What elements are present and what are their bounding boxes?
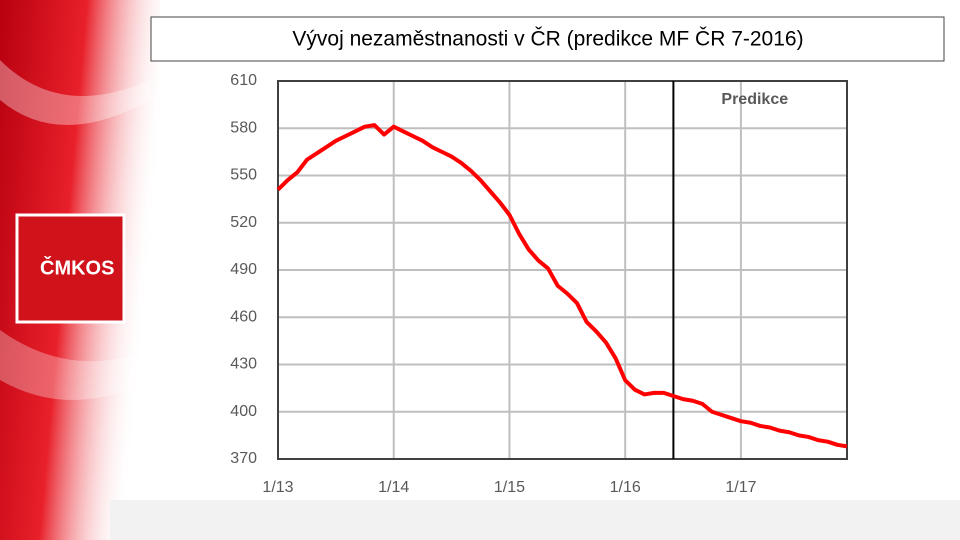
y-tick-label: 610 <box>230 72 257 89</box>
logo-text: ČMKOS <box>40 255 114 279</box>
y-tick-label: 460 <box>230 308 257 325</box>
y-tick-label: 430 <box>230 356 257 373</box>
chart-title: Vývoj nezaměstnanosti v ČR (predikce MF … <box>292 28 803 51</box>
y-tick-label: 550 <box>230 167 257 184</box>
logo-box <box>15 213 126 324</box>
y-tick-label: 580 <box>230 119 257 136</box>
x-tick-label: 1/15 <box>494 479 525 496</box>
y-tick-label: 520 <box>230 214 257 231</box>
title-box <box>150 16 945 62</box>
y-tick-label: 400 <box>230 403 257 420</box>
y-tick-label: 370 <box>230 450 257 467</box>
series-line <box>276 123 848 449</box>
annotation: Predikce <box>721 91 788 108</box>
swoosh <box>0 330 150 400</box>
plot-frame <box>277 80 848 460</box>
x-tick-label: 1/16 <box>610 479 641 496</box>
partner-strip <box>110 500 960 540</box>
x-tick-label: 1/14 <box>378 479 409 496</box>
x-tick-label: 1/13 <box>262 479 293 496</box>
swoosh <box>0 60 150 125</box>
x-tick-label: 1/17 <box>725 479 756 496</box>
y-tick-label: 490 <box>230 261 257 278</box>
